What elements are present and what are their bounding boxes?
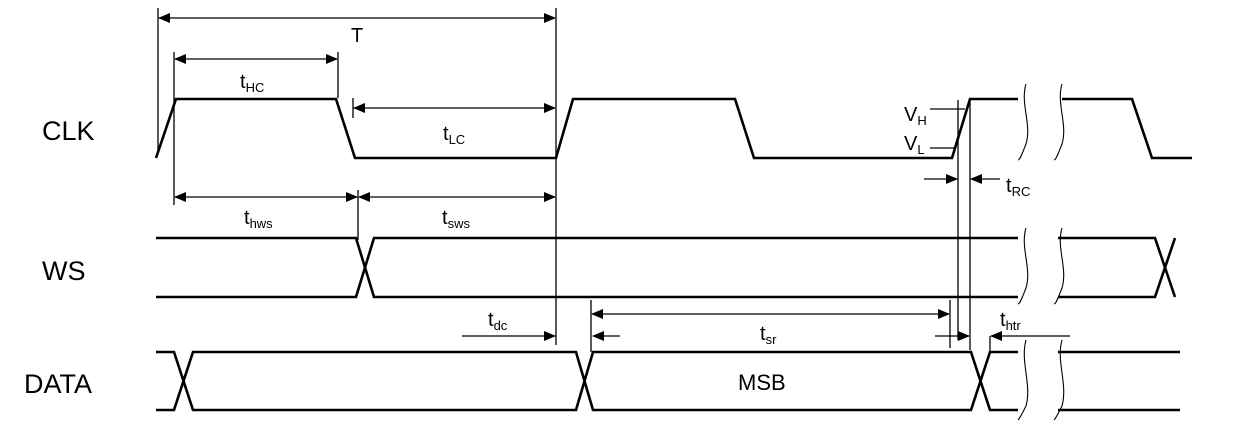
ws-label: WS (42, 256, 86, 286)
clk-waveform (154, 97, 1192, 160)
break-symbols (1017, 83, 1065, 421)
t-hc-label: tHC (240, 71, 264, 95)
reference-lines (157, 8, 991, 352)
clk-label: CLK (42, 116, 95, 146)
period-label: T (351, 25, 363, 47)
data-label: DATA (24, 369, 92, 399)
v-low-label: VL (904, 133, 925, 157)
data-waveform (156, 350, 1180, 412)
t-rc-label: tRC (1006, 175, 1030, 199)
v-high-label: VH (904, 104, 927, 128)
dimension-arrows (158, 13, 1070, 341)
t-sws-label: tsws (442, 207, 470, 231)
t-dc-label: tdc (488, 309, 508, 333)
t-lc-label: tLC (443, 123, 465, 147)
msb-label: MSB (738, 370, 786, 395)
t-sr-label: tsr (760, 323, 777, 347)
t-hws-label: thws (244, 207, 273, 231)
t-htr-label: thtr (1000, 309, 1021, 333)
ws-waveform (156, 236, 1177, 299)
